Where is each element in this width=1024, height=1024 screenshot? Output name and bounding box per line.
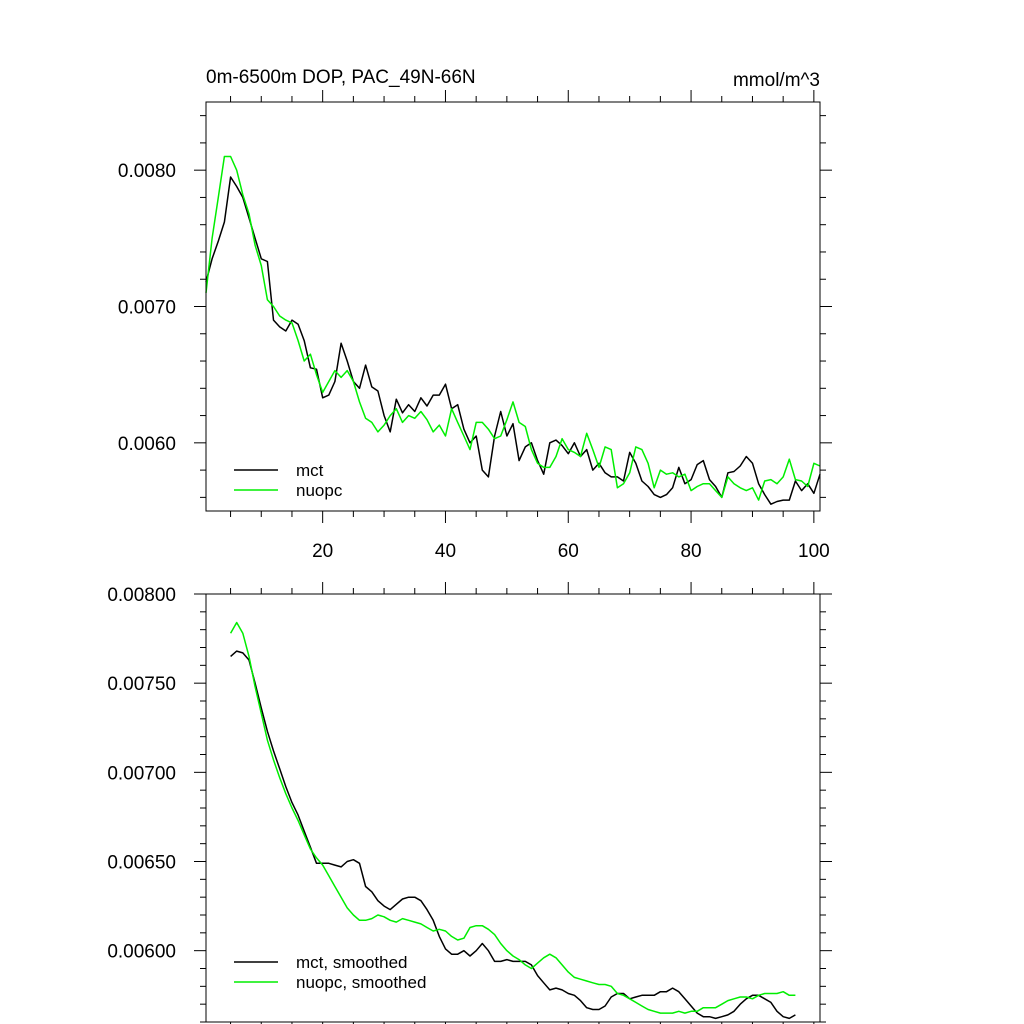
top-x-tick-label: 40	[435, 541, 456, 562]
bottom-y-tick-label: 0.00700	[107, 763, 176, 784]
top-x-tick-label: 80	[680, 541, 701, 562]
top-legend-label-mct: mct	[296, 461, 324, 480]
bottom-y-tick-label: 0.00650	[107, 853, 176, 874]
top-y-tick-label: 0.0060	[118, 434, 176, 455]
top-panel-units-label: mmol/m^3	[733, 70, 820, 91]
top-y-tick-label: 0.0070	[118, 298, 176, 319]
top-x-tick-label: 100	[798, 541, 830, 562]
top-panel-ticks: 20 40 60 80 100 0.0060 0.0070 0.0080	[118, 90, 832, 562]
bottom-series-line-mct-smoothed	[230, 650, 796, 1020]
bottom-panel-ticks: 0.00600 0.00650 0.00700 0.00750 0.00800	[107, 582, 832, 1024]
top-x-tick-label: 60	[558, 541, 579, 562]
top-y-tick-label: 0.0080	[118, 161, 176, 182]
bottom-series-line-nuopc-smoothed	[229, 621, 796, 1014]
top-panel-title: 0m-6500m DOP, PAC_49N-66N	[206, 67, 476, 88]
bottom-y-tick-label: 0.00750	[107, 674, 176, 695]
top-legend-label-nuopc: nuopc	[296, 481, 343, 500]
top-panel-series	[205, 155, 821, 505]
top-series-line-nuopc	[205, 155, 821, 501]
top-x-tick-label: 20	[312, 541, 333, 562]
bottom-y-tick-label: 0.00600	[107, 942, 176, 963]
top-legend: mct nuopc	[234, 461, 343, 500]
bottom-panel-frame	[205, 593, 821, 1023]
top-series-line-mct	[205, 176, 821, 505]
bottom-y-tick-label: 0.00800	[107, 585, 176, 606]
bottom-legend-label-mct: mct, smoothed	[296, 953, 408, 972]
bottom-legend: mct, smoothed nuopc, smoothed	[234, 953, 426, 992]
top-panel: 0m-6500m DOP, PAC_49N-66N mmol/m^3 20 40 6…	[118, 67, 832, 562]
bottom-panel: 0.00600 0.00650 0.00700 0.00750 0.00800 mct,…	[107, 582, 832, 1024]
bottom-panel-series	[229, 621, 796, 1020]
bottom-legend-label-nuopc: nuopc, smoothed	[296, 973, 426, 992]
top-panel-frame	[205, 101, 821, 512]
